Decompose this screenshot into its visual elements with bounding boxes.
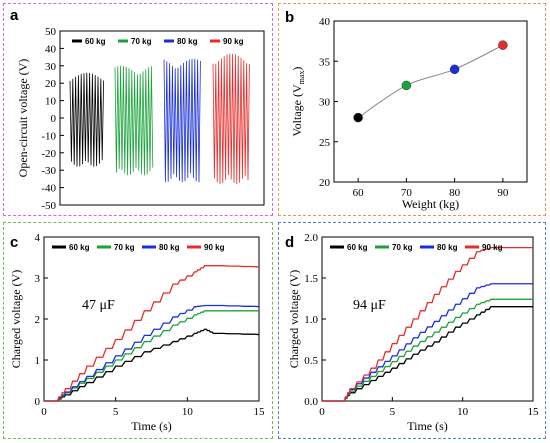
y-tick-label-a: 10	[45, 96, 57, 108]
plot-frame-c	[43, 236, 260, 402]
charge-curve-70-kg	[44, 310, 259, 402]
y-tick-label-d: 1.5	[304, 273, 318, 285]
x-tick-label-d: 10	[457, 406, 469, 418]
y-tick-label-a: -50	[41, 200, 56, 212]
legend-label-a: 70 kg	[131, 37, 152, 46]
x-tick-label-c: 0	[41, 406, 47, 418]
y-tick-label-d: 2.0	[304, 232, 318, 244]
y-tick-label-a: -20	[41, 148, 56, 160]
charge-curve-90-kg	[44, 265, 260, 402]
fit-curve-b	[357, 44, 504, 119]
x-tick-label-b: 70	[401, 187, 413, 199]
waveform-70-kg	[114, 65, 154, 176]
y-axis-title-a: Open-circuit voltage (V)	[16, 59, 30, 178]
x-tick-label-b: 80	[449, 187, 461, 199]
y-tick-label-b: 35	[319, 56, 331, 68]
y-tick-label-b: 25	[319, 137, 331, 149]
y-axis-title-b: Voltage (Vmax)	[290, 67, 306, 137]
plot-area-d: 0.0 0.5 1.0 1.5 2.0 0 5 10 15 Charged voltage (V)…	[287, 232, 539, 433]
x-tick-label-d: 0	[319, 406, 325, 418]
y-tick-label-c: 3	[35, 273, 41, 285]
y-tick-label-a: 0	[51, 113, 57, 125]
legend-label-d: 70 kg	[392, 243, 413, 252]
y-tick-label-b: 20	[319, 177, 331, 189]
x-tick-label-c: 5	[113, 406, 119, 418]
y-tick-label-a: 30	[45, 61, 57, 73]
panel-letter-b: b	[285, 9, 294, 26]
x-tick-label-b: 90	[497, 187, 509, 199]
legend-label-d: 90 kg	[482, 243, 503, 252]
y-axis-title-d: Charged voltage (V)	[287, 270, 301, 368]
plot-area-c: 0 1 2 3 4 0 5 10 15 Charged voltage (V) Time (s) 60…	[9, 232, 265, 433]
panel-letter-c: c	[10, 234, 18, 251]
panel-letter-d: d	[285, 234, 294, 251]
y-tick-label-a: -40	[41, 183, 56, 195]
y-tick-label-c: 0	[35, 396, 41, 408]
panel-b: b 20 25 30 35 40 60 70 80 90 Voltage (Vmax) Weight…	[278, 3, 546, 216]
x-tick-label-b: 60	[353, 187, 365, 199]
chart-b: b 20 25 30 35 40 60 70 80 90 Voltage (Vmax) Weight…	[285, 9, 528, 211]
data-point-70kg	[401, 80, 412, 91]
y-tick-label-a: -30	[41, 165, 56, 177]
y-tick-label-c: 4	[35, 232, 41, 244]
y-tick-label-d: 0.5	[304, 355, 318, 367]
legend-label-c: 60 kg	[69, 243, 90, 252]
x-tick-label-c: 10	[182, 406, 194, 418]
y-tick-label-a: 40	[45, 43, 57, 55]
charge-curve-80-kg	[44, 304, 260, 402]
data-point-90kg	[498, 40, 508, 50]
legend-label-a: 90 kg	[223, 37, 244, 46]
data-point-60kg	[353, 112, 363, 123]
panel-d: d 94 μF 0.0 0.5 1.0 1.5 2.0 0 5 10 15 Charged vol…	[278, 222, 546, 439]
x-tick-label-d: 15	[528, 406, 540, 418]
x-axis-title-c: Time (s)	[131, 419, 172, 433]
y-tick-label-c: 1	[35, 355, 41, 367]
charge-curve-70-kg	[322, 298, 533, 402]
plot-frame-d	[321, 236, 534, 402]
legend-label-a: 80 kg	[177, 37, 198, 46]
charge-curve-90-kg	[322, 247, 533, 402]
y-tick-label-d: 1.0	[304, 314, 318, 326]
data-point-80kg	[449, 64, 460, 75]
legend-label-a: 60 kg	[85, 37, 106, 46]
x-tick-label-c: 15	[254, 406, 266, 418]
legend-label-d: 80 kg	[437, 243, 458, 252]
plot-area-b: 20 25 30 35 40 60 70 80 90 Voltage (Vmax) Weight (…	[290, 16, 528, 211]
legend-label-c: 70 kg	[114, 243, 135, 252]
y-tick-label-c: 2	[35, 314, 41, 326]
capacitance-label-d: 94 μF	[353, 298, 386, 313]
plot-frame-b	[333, 20, 528, 183]
x-tick-label-d: 5	[390, 406, 396, 418]
y-tick-label-b: 40	[319, 16, 331, 28]
y-axis-title-c: Charged voltage (V)	[9, 270, 23, 368]
x-axis-title-d: Time (s)	[407, 419, 448, 433]
waveform-80-kg	[163, 58, 201, 183]
waveform-60-kg	[69, 72, 104, 167]
plot-area-a: -50 -40 -30 -20 -10 0 10 20 30 40 50 Open-circuit v…	[16, 26, 265, 212]
y-tick-label-a: -10	[41, 130, 56, 142]
legend-label-c: 80 kg	[159, 243, 180, 252]
chart-d: d 94 μF 0.0 0.5 1.0 1.5 2.0 0 5 10 15 Charged vol…	[285, 232, 539, 433]
y-tick-label-a: 20	[45, 78, 57, 90]
panel-c: c 47 μF 0 1 2 3 4 0 5 10 15 Charged voltage (V) Ti…	[3, 222, 273, 439]
panel-a: a -50 -40 -30 -20 -10 0 10 20 30 40 50 Open-circuit…	[3, 3, 273, 216]
x-axis-title-b: Weight (kg)	[402, 197, 459, 211]
panel-letter-a: a	[10, 7, 19, 24]
waveform-90-kg	[212, 53, 250, 185]
chart-a: a -50 -40 -30 -20 -10 0 10 20 30 40 50 Open-circuit…	[10, 7, 265, 212]
y-tick-label-d: 0.0	[304, 396, 318, 408]
legend-label-c: 90 kg	[204, 243, 225, 252]
y-tick-label-a: 50	[45, 26, 57, 38]
legend-label-d: 60 kg	[347, 243, 368, 252]
charge-curve-60-kg	[322, 306, 533, 402]
chart-c: c 47 μF 0 1 2 3 4 0 5 10 15 Charged voltage (V) Ti…	[9, 232, 265, 433]
y-tick-label-b: 30	[319, 97, 331, 109]
capacitance-label-c: 47 μF	[82, 298, 115, 313]
